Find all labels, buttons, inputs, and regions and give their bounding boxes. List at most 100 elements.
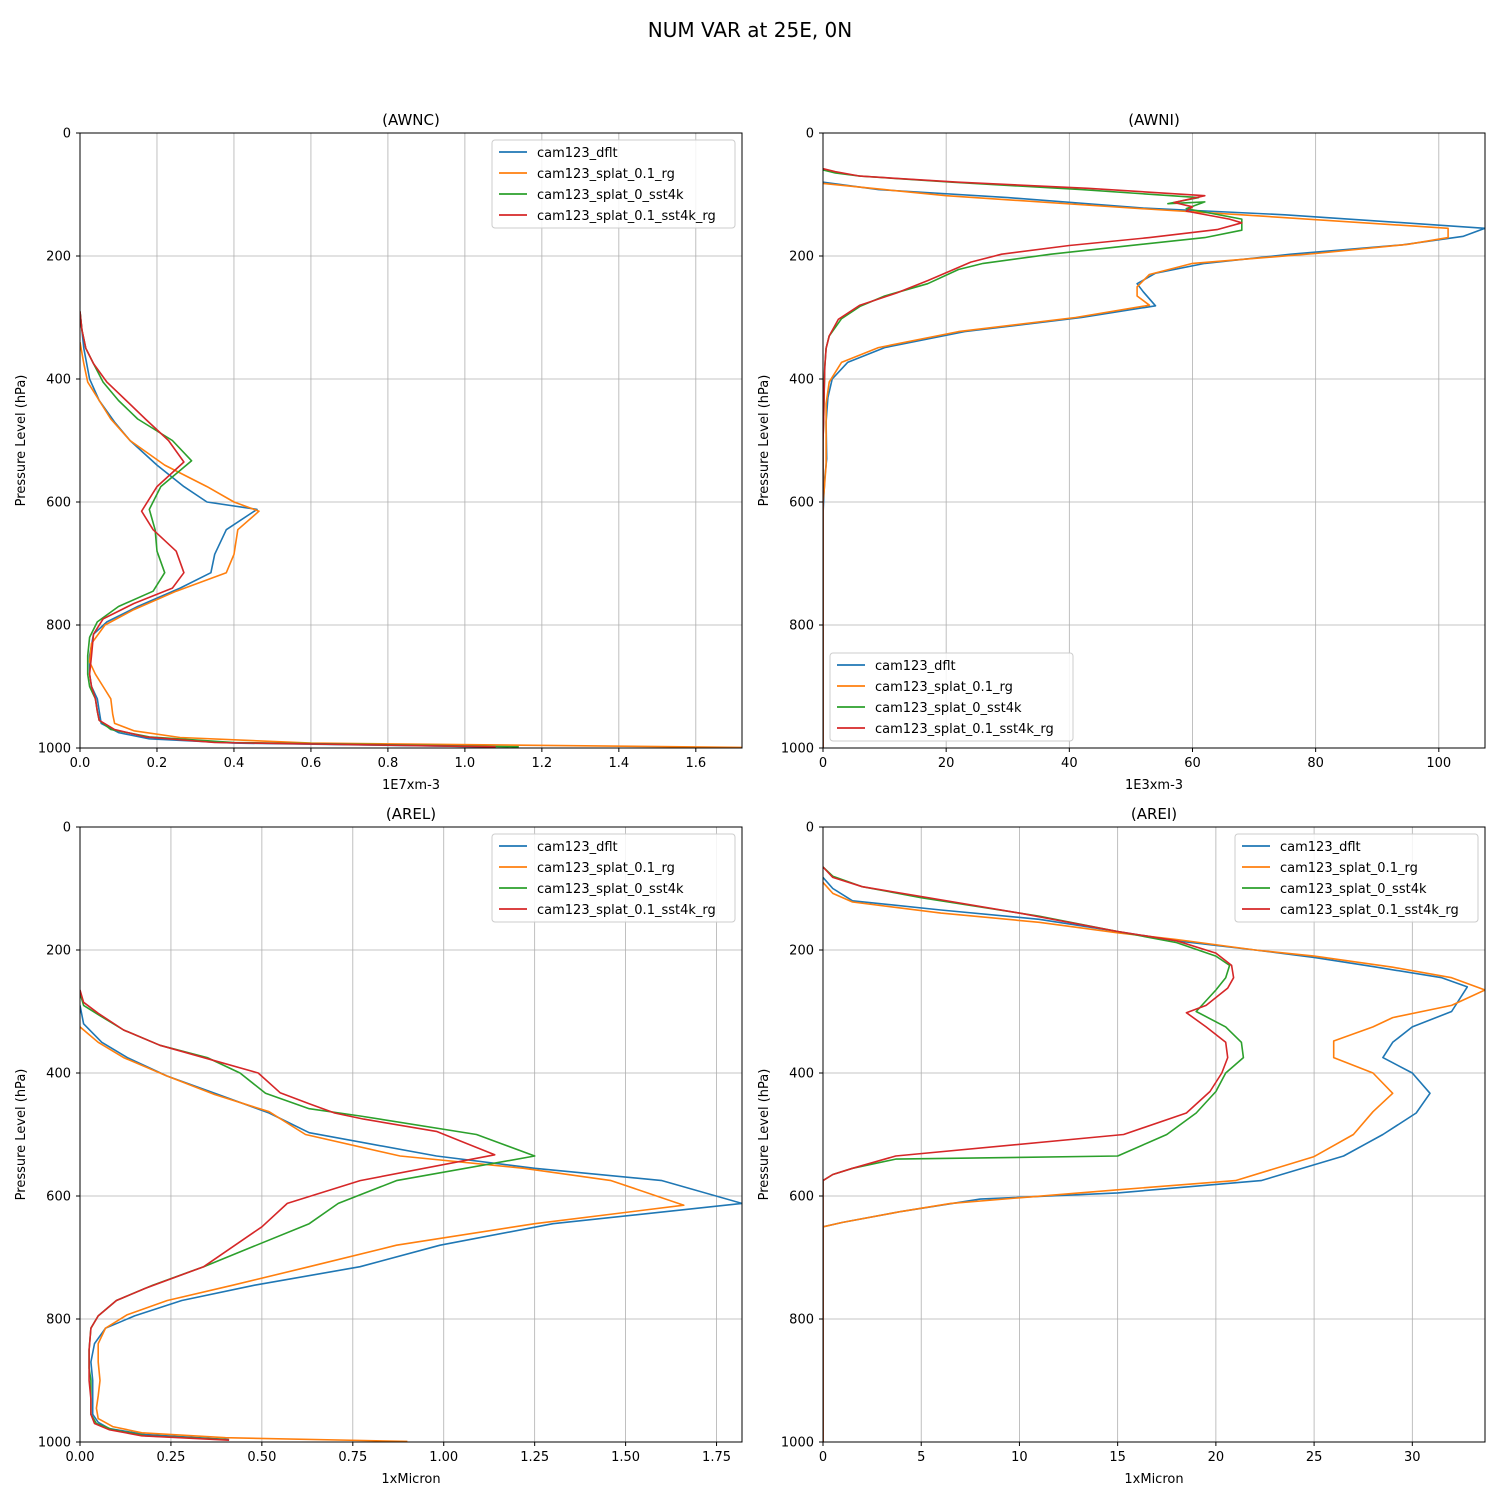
y-tick-label: 1000	[781, 742, 814, 757]
x-axis-label: 1xMicron	[1124, 1472, 1183, 1487]
x-tick-label: 1.25	[520, 1450, 549, 1465]
axes-frame	[79, 826, 743, 1443]
legend-box	[1234, 833, 1479, 923]
axes-frame	[79, 132, 743, 749]
legend-entry: cam123_splat_0.1_rg	[537, 167, 675, 182]
legend: cam123_dflt cam123_splat_0.1_rg cam123_spl…	[829, 652, 1074, 742]
y-axis-label: Pressure Level (hPa)	[757, 1069, 772, 1201]
series-group	[80, 989, 742, 1442]
y-tick-label: 0	[806, 127, 814, 142]
x-tick-label: 0.2	[147, 756, 168, 771]
y-tick-label: 0	[806, 821, 814, 836]
series-line-2	[80, 341, 742, 748]
series-line-4	[80, 989, 496, 1441]
subplot-title: (AREL)	[386, 805, 436, 823]
y-tick-label: 600	[46, 1190, 71, 1205]
legend: cam123_dflt cam123_splat_0.1_rg cam123_spl…	[491, 833, 736, 923]
x-tick-label: 0.50	[247, 1450, 276, 1465]
x-tick-label: 0.75	[338, 1450, 367, 1465]
y-tick-label: 200	[789, 250, 814, 265]
series-group	[823, 167, 1485, 748]
series-line-2	[823, 182, 1449, 748]
x-tick-label: 0.6	[301, 756, 322, 771]
legend-entry: cam123_dflt	[537, 146, 618, 161]
legend-entry: cam123_splat_0_sst4k	[537, 882, 684, 897]
x-tick-label: 1.75	[702, 1450, 731, 1465]
x-tick-label: 0.8	[378, 756, 399, 771]
series-group	[80, 311, 742, 748]
subplot-grid: 0.0 0.2 0.4 0.6 0.8 1.0 1.2 1.4 1.60200400600800…	[14, 111, 1486, 1487]
x-tick-label: 0	[819, 1450, 827, 1465]
subplot-title: (AWNC)	[382, 111, 440, 129]
series-line-2	[80, 1026, 685, 1442]
y-tick-label: 0	[63, 127, 71, 142]
y-tick-label: 600	[789, 1190, 814, 1205]
x-tick-label: 5	[917, 1450, 925, 1465]
x-tick-label: 100	[1426, 756, 1451, 771]
x-tick-label: 15	[1109, 1450, 1126, 1465]
x-axis-label: 1xMicron	[381, 1472, 440, 1487]
series-group	[823, 866, 1485, 1442]
y-tick-label: 800	[789, 619, 814, 634]
series-line-4	[80, 311, 496, 748]
x-axis-label: 1E7xm-3	[382, 778, 440, 793]
y-axis-label: Pressure Level (hPa)	[14, 1069, 29, 1201]
x-tick-label: 1.6	[685, 756, 706, 771]
axes-frame	[822, 132, 1486, 749]
subplot-title: (AREI)	[1131, 805, 1177, 823]
legend-entry: cam123_splat_0.1_rg	[537, 861, 675, 876]
y-axis-label: Pressure Level (hPa)	[14, 375, 29, 507]
y-tick-label: 200	[789, 944, 814, 959]
series-line-4	[823, 167, 1243, 748]
x-tick-label: 1.00	[429, 1450, 458, 1465]
x-tick-label: 20	[938, 756, 955, 771]
legend-entry: cam123_dflt	[875, 659, 956, 674]
axes-frame	[822, 826, 1486, 1443]
y-tick-label: 800	[46, 1313, 71, 1328]
legend-entry: cam123_splat_0.1_sst4k_rg	[537, 903, 716, 918]
y-tick-label: 200	[46, 944, 71, 959]
y-tick-label: 400	[789, 373, 814, 388]
y-tick-label: 0	[63, 821, 71, 836]
series-line-2	[823, 881, 1485, 1442]
legend-entry: cam123_dflt	[1280, 840, 1361, 855]
legend-entry: cam123_splat_0_sst4k	[1280, 882, 1427, 897]
y-axis-label: Pressure Level (hPa)	[757, 375, 772, 507]
y-tick-label: 200	[46, 250, 71, 265]
legend-box	[829, 652, 1074, 742]
legend-entry: cam123_splat_0.1_rg	[875, 680, 1013, 695]
x-tick-label: 25	[1306, 1450, 1323, 1465]
y-tick-label: 800	[46, 619, 71, 634]
x-tick-label: 1.50	[611, 1450, 640, 1465]
y-tick-label: 1000	[781, 1436, 814, 1451]
x-tick-label: 0.4	[224, 756, 245, 771]
x-tick-label: 0.25	[156, 1450, 185, 1465]
x-tick-label: 0.0	[70, 756, 91, 771]
y-tick-label: 600	[46, 496, 71, 511]
subplot-3: 0.00 0.25 0.50 0.75 1.00 1.25 1.50 1.75 0 200 400 6…	[14, 805, 743, 1487]
x-tick-label: 1.2	[532, 756, 553, 771]
x-tick-label: 1.4	[608, 756, 629, 771]
legend-box	[491, 833, 736, 923]
series-line-4	[823, 866, 1235, 1442]
y-tick-label: 1000	[38, 1436, 71, 1451]
legend-entry: cam123_splat_0.1_sst4k_rg	[875, 722, 1054, 737]
legend-entry: cam123_splat_0.1_sst4k_rg	[1280, 903, 1459, 918]
x-tick-label: 0.00	[66, 1450, 95, 1465]
y-tick-label: 800	[789, 1313, 814, 1328]
legend-entry: cam123_splat_0_sst4k	[537, 188, 684, 203]
subplot-1: 0.0 0.2 0.4 0.6 0.8 1.0 1.2 1.4 1.6 0 200 400 600 800…	[14, 111, 743, 793]
x-tick-label: 10	[1011, 1450, 1028, 1465]
legend-entry: cam123_dflt	[537, 840, 618, 855]
x-tick-label: 40	[1061, 756, 1078, 771]
y-tick-label: 1000	[38, 742, 71, 757]
legend-box	[491, 139, 736, 229]
x-tick-label: 0	[819, 756, 827, 771]
legend: cam123_dflt cam123_splat_0.1_rg cam123_spl…	[1234, 833, 1479, 923]
subplot-title: (AWNI)	[1128, 111, 1180, 129]
y-tick-label: 400	[46, 373, 71, 388]
x-tick-label: 80	[1307, 756, 1324, 771]
legend-entry: cam123_splat_0_sst4k	[875, 701, 1022, 716]
